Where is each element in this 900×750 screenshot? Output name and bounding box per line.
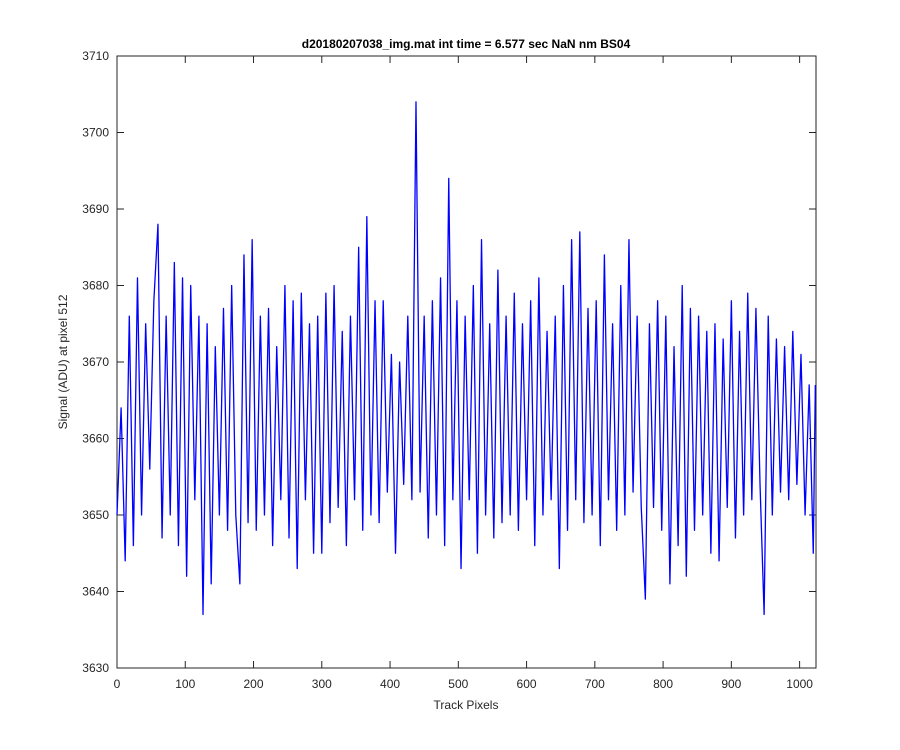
y-tick-label: 3650 [82, 508, 109, 522]
x-tick-label: 300 [312, 677, 332, 691]
x-tick-label: 1000 [786, 677, 813, 691]
data-line [116, 101, 816, 616]
x-tick-label: 700 [585, 677, 605, 691]
x-tick-label: 100 [175, 677, 195, 691]
y-tick-label: 3700 [82, 126, 109, 140]
chart-title: d20180207038_img.mat int time = 6.577 se… [302, 37, 631, 51]
x-tick-label: 0 [114, 677, 121, 691]
y-tick-label: 3660 [82, 432, 109, 446]
x-tick-label: 400 [380, 677, 400, 691]
x-axis-label: Track Pixels [434, 698, 499, 712]
x-tick-label: 600 [517, 677, 537, 691]
y-tick-label: 3680 [82, 279, 109, 293]
x-tick-label: 200 [244, 677, 264, 691]
y-tick-label: 3630 [82, 661, 109, 675]
y-axis-label: Signal (ADU) at pixel 512 [56, 294, 70, 429]
y-tick-label: 3690 [82, 202, 109, 216]
x-tick-label: 800 [653, 677, 673, 691]
y-tick-label: 3640 [82, 585, 109, 599]
y-tick-label: 3710 [82, 49, 109, 63]
y-tick-label: 3670 [82, 355, 109, 369]
x-tick-label: 900 [721, 677, 741, 691]
x-tick-label: 500 [448, 677, 468, 691]
